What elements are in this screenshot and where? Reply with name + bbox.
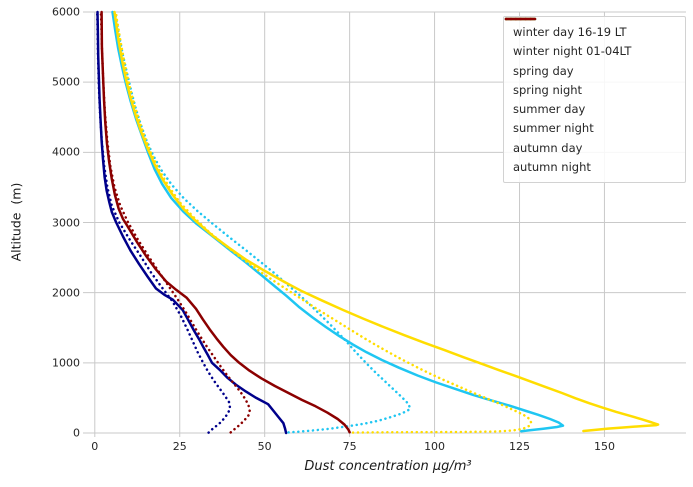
series-lines: [95, 10, 660, 435]
y-tick-label-6000: 6000: [52, 5, 80, 19]
series-line-summer-night: [114, 10, 533, 434]
legend-entry-summer-day: summer day: [504, 17, 676, 118]
legend-line-sample-autumn-night: [504, 17, 537, 21]
legend-entry-summer-night: summer night: [504, 17, 676, 137]
x-tick-label-25: 25: [172, 440, 187, 453]
legend-entry-winter-day: winter day 16-19 LT: [504, 17, 676, 41]
legend-label-summer-day: summer day: [513, 102, 586, 117]
series-line-autumn-day: [100, 10, 351, 434]
legend-entry-spring-night: spring night: [504, 17, 676, 99]
legend-label-autumn-night: autumn night: [513, 159, 591, 174]
legend-label-winter-day: winter day 16-19 LT: [513, 25, 627, 39]
y-tick-label-4000: 4000: [52, 145, 80, 159]
legend-label-spring-night: spring night: [513, 82, 583, 97]
legend-label-summer-night: summer night: [513, 121, 594, 136]
series-line-winter-night: [95, 10, 232, 434]
x-tick-label-100: 100: [424, 440, 446, 453]
legend-label-spring-day: spring day: [513, 63, 574, 78]
x-tick-label-0: 0: [91, 440, 99, 453]
x-tick-label-150: 150: [593, 440, 615, 453]
x-tick-label-50: 50: [257, 440, 272, 453]
series-line-summer-day: [113, 10, 660, 433]
y-tick-label-5000: 5000: [52, 75, 80, 89]
legend-entry-autumn-day: autumn day: [504, 17, 676, 157]
series-line-spring-night: [113, 10, 412, 434]
series-line-winter-day: [96, 10, 288, 435]
legend: winter day 16-19 LT winter night 01-04LT s…: [503, 16, 686, 183]
legend-entry-spring-day: spring day: [504, 17, 676, 80]
legend-entry-autumn-night: autumn night: [504, 17, 676, 176]
x-tick-label-75: 75: [342, 440, 357, 453]
y-tick-label-2000: 2000: [52, 286, 80, 300]
legend-label-winter-night: winter night 01-04LT: [513, 44, 632, 59]
x-axis-label: Dust concentration µg/m³: [304, 459, 472, 474]
y-tick-label-3000: 3000: [52, 216, 80, 229]
y-axis-label: Altitude (m): [8, 182, 24, 262]
legend-label-autumn-day: autumn day: [513, 140, 583, 155]
x-tick-label-125: 125: [509, 440, 530, 453]
series-line-autumn-night: [99, 10, 251, 434]
legend-entry-winter-night: winter night 01-04LT: [504, 17, 676, 60]
y-tick-label-1000: 1000: [52, 356, 80, 370]
y-tick-label-0: 0: [73, 426, 80, 440]
